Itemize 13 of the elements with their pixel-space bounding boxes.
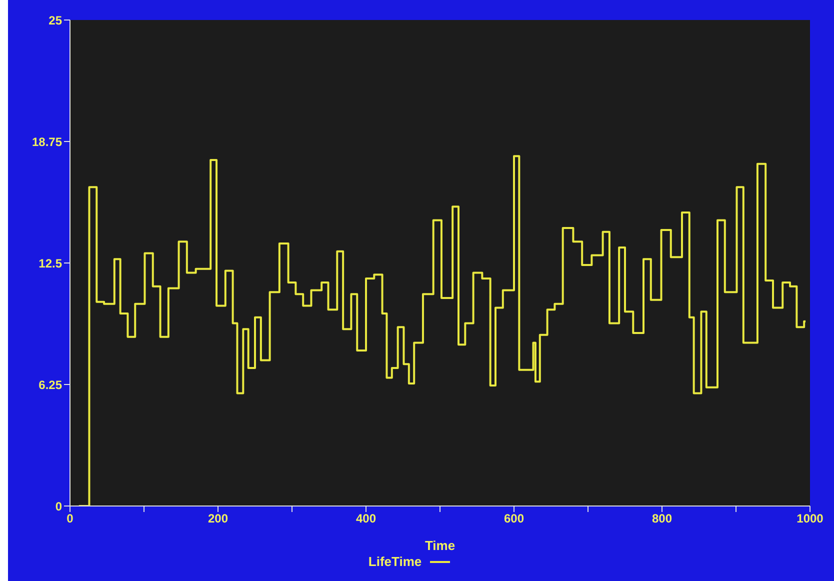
y-tick-label: 0 bbox=[55, 499, 62, 514]
x-tick-label: 0 bbox=[66, 512, 74, 526]
x-tick-label: 400 bbox=[356, 512, 376, 526]
y-tick-label: 25 bbox=[48, 13, 62, 28]
x-axis-title: Time bbox=[424, 538, 456, 553]
y-tick-label: 18.75 bbox=[32, 134, 62, 149]
y-tick-label: 12.5 bbox=[38, 256, 62, 270]
y-tick-label: 6.25 bbox=[38, 378, 62, 392]
x-tick-label: 1000 bbox=[796, 512, 824, 526]
x-tick-label: 800 bbox=[652, 512, 672, 526]
x-tick-label: 600 bbox=[504, 512, 524, 526]
legend-label: LifeTime bbox=[368, 554, 422, 569]
x-tick-label: 200 bbox=[208, 512, 228, 526]
